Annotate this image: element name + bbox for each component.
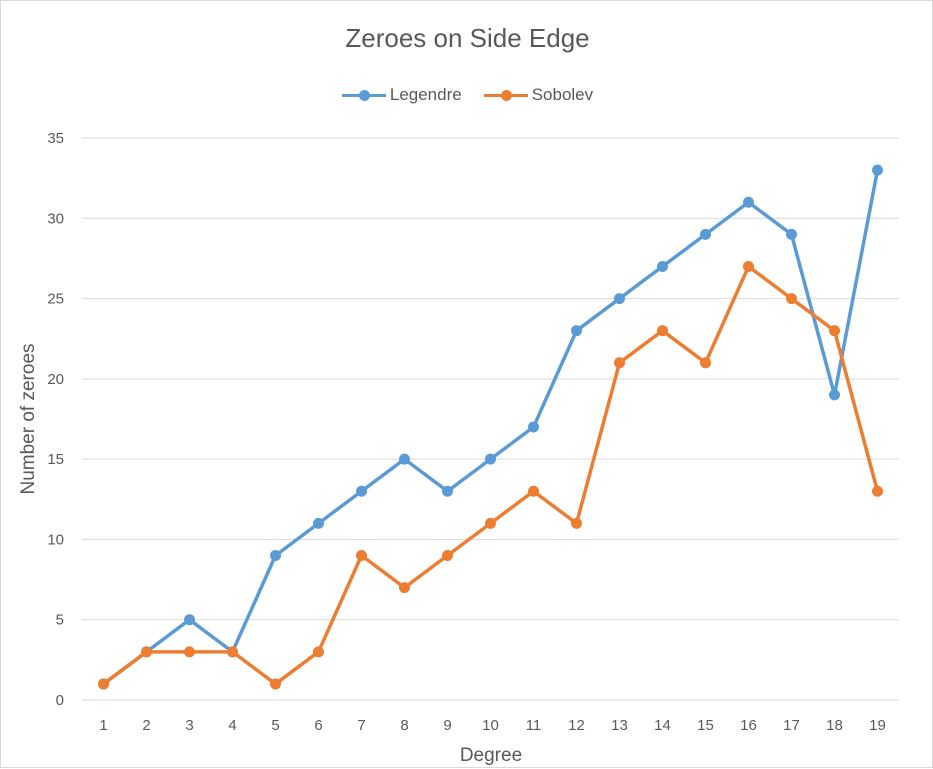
data-point-legendre: [313, 517, 324, 529]
data-point-legendre: [184, 614, 195, 626]
x-axis-title: Degree: [460, 745, 522, 766]
data-point-legendre: [700, 228, 711, 240]
data-point-sobolev: [184, 646, 195, 658]
data-point-sobolev: [270, 678, 281, 690]
data-point-sobolev: [485, 517, 496, 529]
data-point-sobolev: [399, 582, 410, 594]
data-point-sobolev: [98, 678, 109, 690]
y-tick-label: 20: [47, 371, 64, 388]
data-point-sobolev: [700, 357, 711, 369]
series-legendre: [98, 164, 883, 690]
data-point-sobolev: [829, 325, 840, 337]
x-tick-label: 12: [568, 717, 585, 734]
legend-swatch-sobolev: [483, 88, 528, 102]
x-tick-label: 14: [654, 717, 671, 734]
x-tick-label: 8: [400, 717, 408, 734]
y-tick-label: 35: [47, 130, 64, 147]
legend-label-legendre: Legendre: [389, 85, 462, 104]
data-point-legendre: [399, 453, 410, 465]
legend-swatch-legendre: [341, 88, 386, 102]
data-point-sobolev: [614, 357, 625, 369]
legend-label-sobolev: Sobolev: [531, 85, 594, 104]
x-tick-label: 17: [783, 717, 800, 734]
x-tick-label: 5: [271, 717, 279, 734]
y-tick-label: 5: [56, 612, 64, 629]
data-point-sobolev: [356, 549, 367, 561]
series-sobolev: [98, 260, 883, 690]
data-point-sobolev: [786, 293, 797, 305]
data-point-legendre: [270, 549, 281, 561]
x-tick-label: 1: [99, 717, 107, 734]
data-point-legendre: [356, 485, 367, 497]
y-tick-label: 30: [47, 210, 64, 227]
series-line-legendre: [102, 169, 880, 686]
data-point-legendre: [872, 164, 883, 176]
data-point-sobolev: [313, 646, 324, 658]
x-tick-label: 15: [697, 717, 714, 734]
x-tick-label: 4: [228, 717, 236, 734]
data-point-sobolev: [872, 485, 883, 497]
legend-item-sobolev: Sobolev: [483, 85, 594, 105]
data-point-sobolev: [442, 549, 453, 561]
data-point-sobolev: [657, 325, 668, 337]
chart-title: Zeroes on Side Edge: [345, 23, 590, 53]
data-point-legendre: [442, 485, 453, 497]
y-tick-label: 15: [47, 451, 64, 468]
legend: Legendre Sobolev: [1, 85, 933, 105]
x-tick-label: 13: [611, 717, 628, 734]
x-tick-label: 3: [185, 717, 193, 734]
legend-item-legendre: Legendre: [341, 85, 462, 105]
x-tick-label: 9: [443, 717, 451, 734]
data-point-legendre: [528, 421, 539, 433]
y-tick-label: 25: [47, 291, 64, 308]
data-point-sobolev: [141, 646, 152, 658]
x-tick-label: 11: [526, 717, 542, 734]
x-tick-label: 19: [869, 717, 886, 734]
y-tick-label: 0: [56, 692, 64, 709]
data-point-legendre: [485, 453, 496, 465]
x-tick-label: 6: [314, 717, 322, 734]
series-line-sobolev: [102, 264, 880, 686]
data-point-sobolev: [227, 646, 238, 658]
data-point-sobolev: [528, 485, 539, 497]
data-point-legendre: [786, 228, 797, 240]
x-tick-label: 2: [142, 717, 150, 734]
x-tick-label: 18: [826, 717, 843, 734]
data-point-legendre: [657, 260, 668, 272]
x-tick-label: 10: [482, 717, 499, 734]
data-point-legendre: [614, 293, 625, 305]
data-point-sobolev: [743, 260, 754, 272]
data-point-legendre: [743, 196, 754, 208]
x-tick-label: 16: [740, 717, 757, 734]
x-tick-label: 7: [357, 717, 365, 734]
data-point-sobolev: [571, 517, 582, 529]
data-point-legendre: [829, 389, 840, 401]
data-point-legendre: [571, 325, 582, 337]
y-axis-title: Number of zeroes: [18, 343, 39, 494]
y-tick-label: 10: [47, 531, 64, 548]
